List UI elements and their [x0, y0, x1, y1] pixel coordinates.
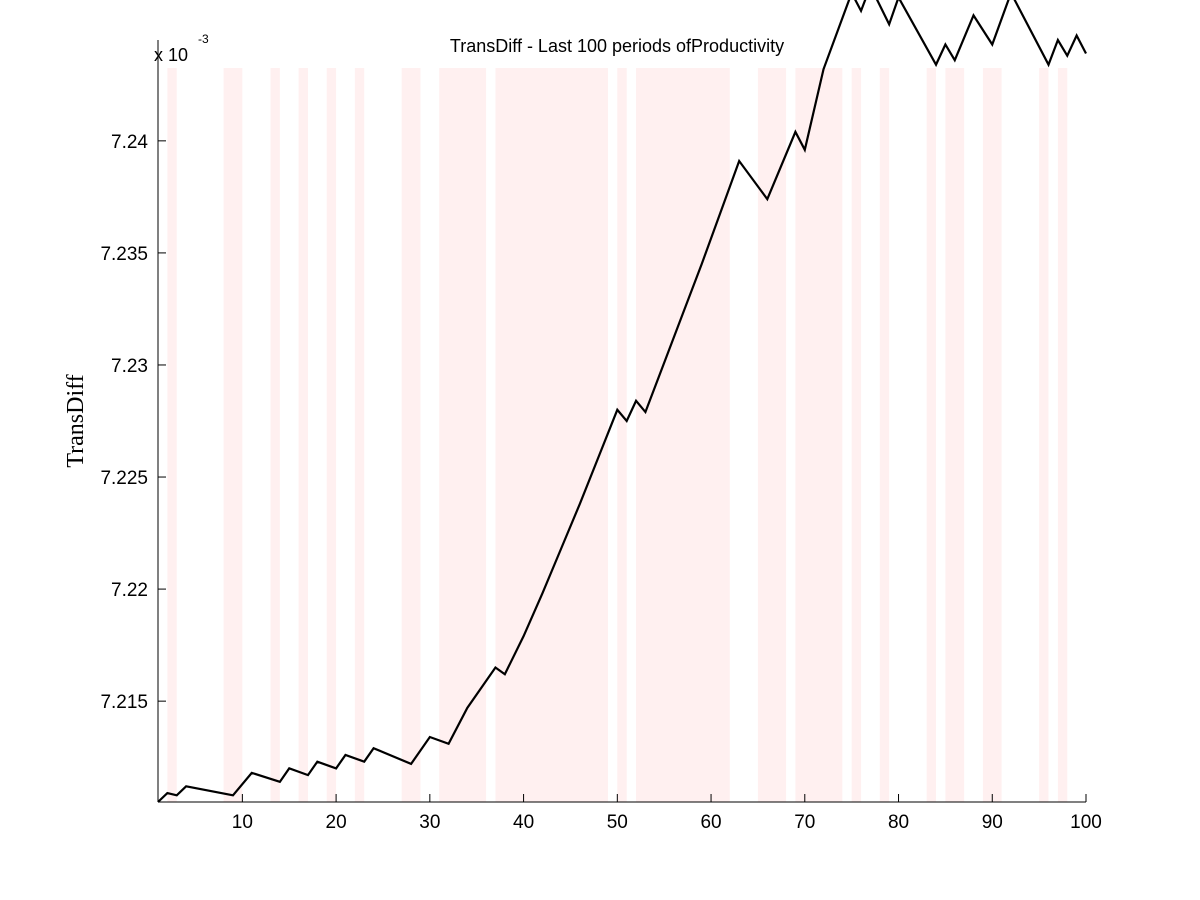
x-ticks: 10 20 30 40 50 60 70 80 90 100 [232, 794, 1102, 833]
x-tick-label: 60 [700, 812, 721, 833]
shaded-region [354, 68, 365, 802]
shaded-region [636, 68, 730, 802]
x-tick-label: 100 [1070, 812, 1102, 833]
y-ticks: 7.215 7.22 7.225 7.23 7.235 7.24 [100, 132, 166, 713]
chart-title: TransDiff - Last 100 periods ofProductiv… [450, 36, 784, 56]
shaded-region [223, 68, 243, 802]
x-tick-label: 80 [888, 812, 909, 833]
shaded-region [757, 68, 787, 802]
y-tick-label: 7.23 [111, 356, 148, 377]
shaded-region [617, 68, 627, 802]
x-tick-label: 20 [326, 812, 347, 833]
shaded-region [439, 68, 487, 802]
shaded-region [926, 68, 937, 802]
x-tick-label: 90 [982, 812, 1003, 833]
shaded-region [167, 68, 177, 802]
axes [157, 40, 1086, 803]
shaded-region [945, 68, 965, 802]
shaded-region [851, 68, 862, 802]
shaded-regions [167, 68, 1068, 802]
data-line-layer [157, 0, 1087, 803]
x-tick-label: 70 [794, 812, 815, 833]
shaded-region [1057, 68, 1068, 802]
y-tick-label: 7.225 [100, 468, 148, 489]
y-axis-label: TransDiff [63, 374, 89, 467]
x-tick-label: 40 [513, 812, 534, 833]
shaded-region [1039, 68, 1049, 802]
shaded-region [795, 68, 843, 802]
y-multiplier-exponent: -3 [198, 32, 209, 46]
shaded-region [270, 68, 280, 802]
shaded-region [401, 68, 421, 802]
y-tick-label: 7.24 [111, 132, 148, 153]
y-multiplier-base: x 10 [154, 45, 188, 65]
series-line [157, 0, 1087, 803]
y-tick-label: 7.235 [100, 244, 148, 265]
shaded-region [298, 68, 308, 802]
shaded-region [879, 68, 890, 802]
x-tick-label: 30 [419, 812, 440, 833]
shaded-region [326, 68, 337, 802]
shaded-region [982, 68, 1002, 802]
shaded-region [495, 68, 608, 802]
x-tick-label: 50 [607, 812, 628, 833]
y-tick-label: 7.22 [111, 580, 148, 601]
y-tick-label: 7.215 [100, 692, 148, 713]
x-tick-label: 10 [232, 812, 253, 833]
